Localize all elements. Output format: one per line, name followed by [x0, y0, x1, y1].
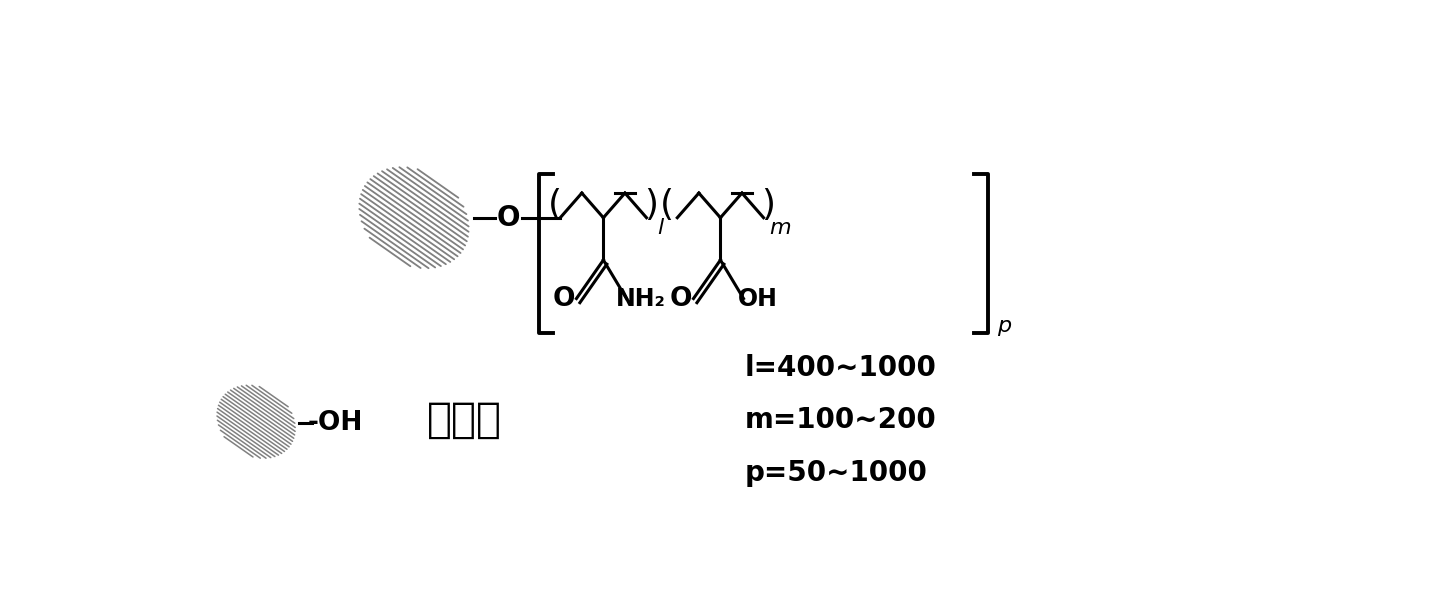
Text: m=100~200: m=100~200 [745, 406, 937, 434]
Text: ): ) [644, 189, 659, 223]
Text: ): ) [761, 189, 775, 223]
Text: (: ( [660, 189, 673, 223]
Text: m: m [769, 218, 791, 239]
Text: 高岭土: 高岭土 [426, 399, 501, 441]
Text: O: O [552, 286, 575, 312]
Text: (: ( [548, 189, 563, 223]
Text: -OH: -OH [307, 411, 363, 436]
Text: OH: OH [738, 287, 778, 311]
Text: l=400~1000: l=400~1000 [745, 354, 937, 382]
Text: O: O [497, 203, 519, 231]
Text: p=50~1000: p=50~1000 [745, 459, 928, 487]
Text: O: O [670, 286, 693, 312]
Text: l: l [657, 218, 663, 239]
Text: p: p [997, 315, 1012, 336]
Text: NH₂: NH₂ [616, 287, 666, 311]
